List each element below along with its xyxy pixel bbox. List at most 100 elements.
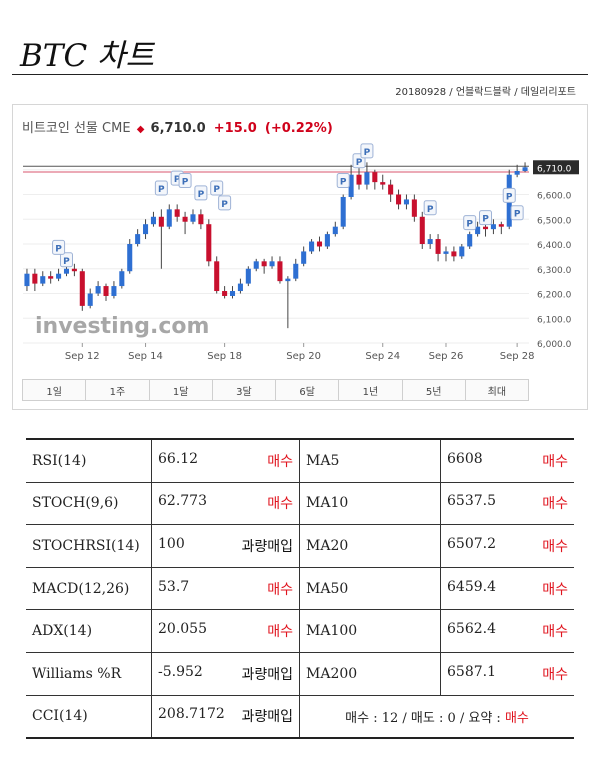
- candle-body: [71, 268, 77, 272]
- candle-body: [103, 286, 109, 296]
- chart-title: 비트코인 선물 CME: [22, 121, 131, 136]
- indicator-cell: -5.952 과량매입: [151, 651, 300, 696]
- ma-cell: 6562.4 매수: [440, 609, 574, 653]
- indicator-value: 208.7172: [158, 706, 225, 723]
- indicator-action: 매수: [267, 624, 293, 641]
- indicator-action: 과량매입: [241, 538, 293, 555]
- ma-name: MA20: [299, 524, 441, 568]
- chart-header: 비트코인 선물 CME ◆ 6,710.0 +15.0 (+0.22%): [22, 117, 333, 136]
- candle-body: [111, 286, 117, 296]
- candle-body: [332, 226, 338, 235]
- y-tick-label: 6,500.0: [537, 216, 572, 226]
- candle-body: [182, 216, 188, 222]
- indicator-cell: 100 과량매입: [151, 524, 300, 568]
- candle-body: [63, 268, 70, 274]
- p-marker-label: P: [427, 205, 434, 215]
- indicator-name: RSI(14): [26, 437, 152, 483]
- p-marker-label: P: [356, 158, 363, 168]
- y-tick-label: 6,600.0: [537, 192, 572, 202]
- ma-action: 매수: [542, 666, 568, 683]
- p-marker-label: P: [340, 178, 347, 188]
- range-button-1w[interactable]: 1주: [86, 380, 150, 400]
- p-marker-label: P: [221, 200, 228, 210]
- indicator-row: STOCHRSI(14) 100 과량매입 MA20 6507.2 매수: [26, 524, 574, 568]
- candle-body: [32, 273, 38, 284]
- range-button-1y[interactable]: 1년: [339, 380, 403, 400]
- indicator-action: 매수: [267, 453, 293, 470]
- candle-body: [206, 224, 212, 262]
- ma-action: 매수: [542, 496, 568, 513]
- range-button-1d[interactable]: 1일: [23, 380, 87, 400]
- range-button-3m[interactable]: 3달: [213, 380, 276, 400]
- candle-body: [198, 214, 204, 225]
- p-marker: [336, 173, 350, 189]
- candle-body: [166, 209, 172, 227]
- candle-body: [127, 244, 133, 272]
- candle-body: [380, 182, 386, 185]
- indicator-row: RSI(14) 66.12 매수 MA5 6608 매수: [26, 437, 574, 483]
- range-button-max[interactable]: 최대: [487, 386, 507, 398]
- indicator-cell: 208.7172 과량매입: [151, 694, 300, 740]
- ma-cell: 6459.4 매수: [440, 566, 574, 611]
- candle-body: [293, 263, 299, 279]
- candle-body: [119, 271, 125, 287]
- last-price-tag: [533, 160, 579, 175]
- p-marker-label: P: [506, 192, 513, 202]
- p-marker: [52, 239, 66, 255]
- indicator-row: MACD(12,26) 53.7 매수 MA50 6459.4 매수: [26, 566, 574, 611]
- indicator-name: ADX(14): [26, 609, 152, 653]
- ma-cell: 6608 매수: [440, 437, 574, 483]
- candle-body: [87, 293, 93, 306]
- indicator-table: RSI(14) 66.12 매수 MA5 6608 매수 STOCH(9,6) 62.773 매…: [26, 437, 574, 740]
- candle-body: [24, 273, 30, 287]
- candle-body: [459, 246, 465, 257]
- ma-name: MA5: [299, 437, 441, 483]
- p-marker-label: P: [514, 210, 521, 220]
- candle-body: [56, 273, 62, 279]
- price-change: +15.0: [213, 121, 257, 136]
- y-tick-label: 6,000.0: [537, 340, 572, 350]
- range-button-5y[interactable]: 5년: [403, 380, 466, 400]
- x-tick-label: Sep 20: [286, 351, 321, 362]
- p-marker: [510, 205, 524, 221]
- candle-body: [419, 216, 425, 244]
- candle-body: [475, 226, 481, 235]
- p-marker-label: P: [55, 244, 62, 254]
- range-button-1m[interactable]: 1달: [150, 380, 213, 400]
- candle-body: [427, 239, 433, 244]
- range-button-6m[interactable]: 6달: [276, 380, 340, 400]
- p-marker-label: P: [364, 148, 371, 158]
- y-tick-label: 6,300.0: [537, 266, 572, 276]
- candle-body: [498, 224, 504, 227]
- p-marker: [502, 187, 516, 203]
- candle-body: [451, 251, 457, 257]
- candle-body: [467, 234, 473, 247]
- indicator-cell: 66.12 매수: [151, 437, 300, 483]
- candle-body: [324, 234, 330, 247]
- watermark-logo: investing.com: [35, 314, 209, 339]
- candle-body: [348, 174, 354, 197]
- indicator-value: 62.773: [158, 493, 207, 510]
- candle-body: [95, 286, 101, 294]
- last-price: 6,710.0: [150, 121, 206, 136]
- ma-name: MA50: [299, 566, 441, 611]
- candle-body: [174, 209, 180, 217]
- ma-value: 6587.1: [447, 663, 496, 680]
- x-tick-label: Sep 18: [207, 351, 242, 362]
- y-tick-label: 6,400.0: [537, 241, 572, 251]
- candle-body: [277, 261, 283, 282]
- indicator-cell: 20.055 매수: [151, 609, 300, 653]
- candle-body: [269, 261, 275, 267]
- p-marker: [178, 173, 192, 189]
- indicator-action: 과량매입: [241, 709, 293, 726]
- candle-body: [79, 271, 85, 306]
- candle-body: [237, 283, 243, 292]
- indicator-cell: 53.7 매수: [151, 566, 300, 611]
- ma-value: 6537.5: [447, 493, 496, 510]
- candle-body: [443, 251, 449, 254]
- x-tick-label: Sep 14: [128, 351, 163, 362]
- ma-cell: 6587.1 매수: [440, 651, 574, 696]
- candle-body: [190, 214, 196, 222]
- indicator-cell: 62.773 매수: [151, 481, 300, 526]
- indicator-value: 100: [158, 535, 185, 552]
